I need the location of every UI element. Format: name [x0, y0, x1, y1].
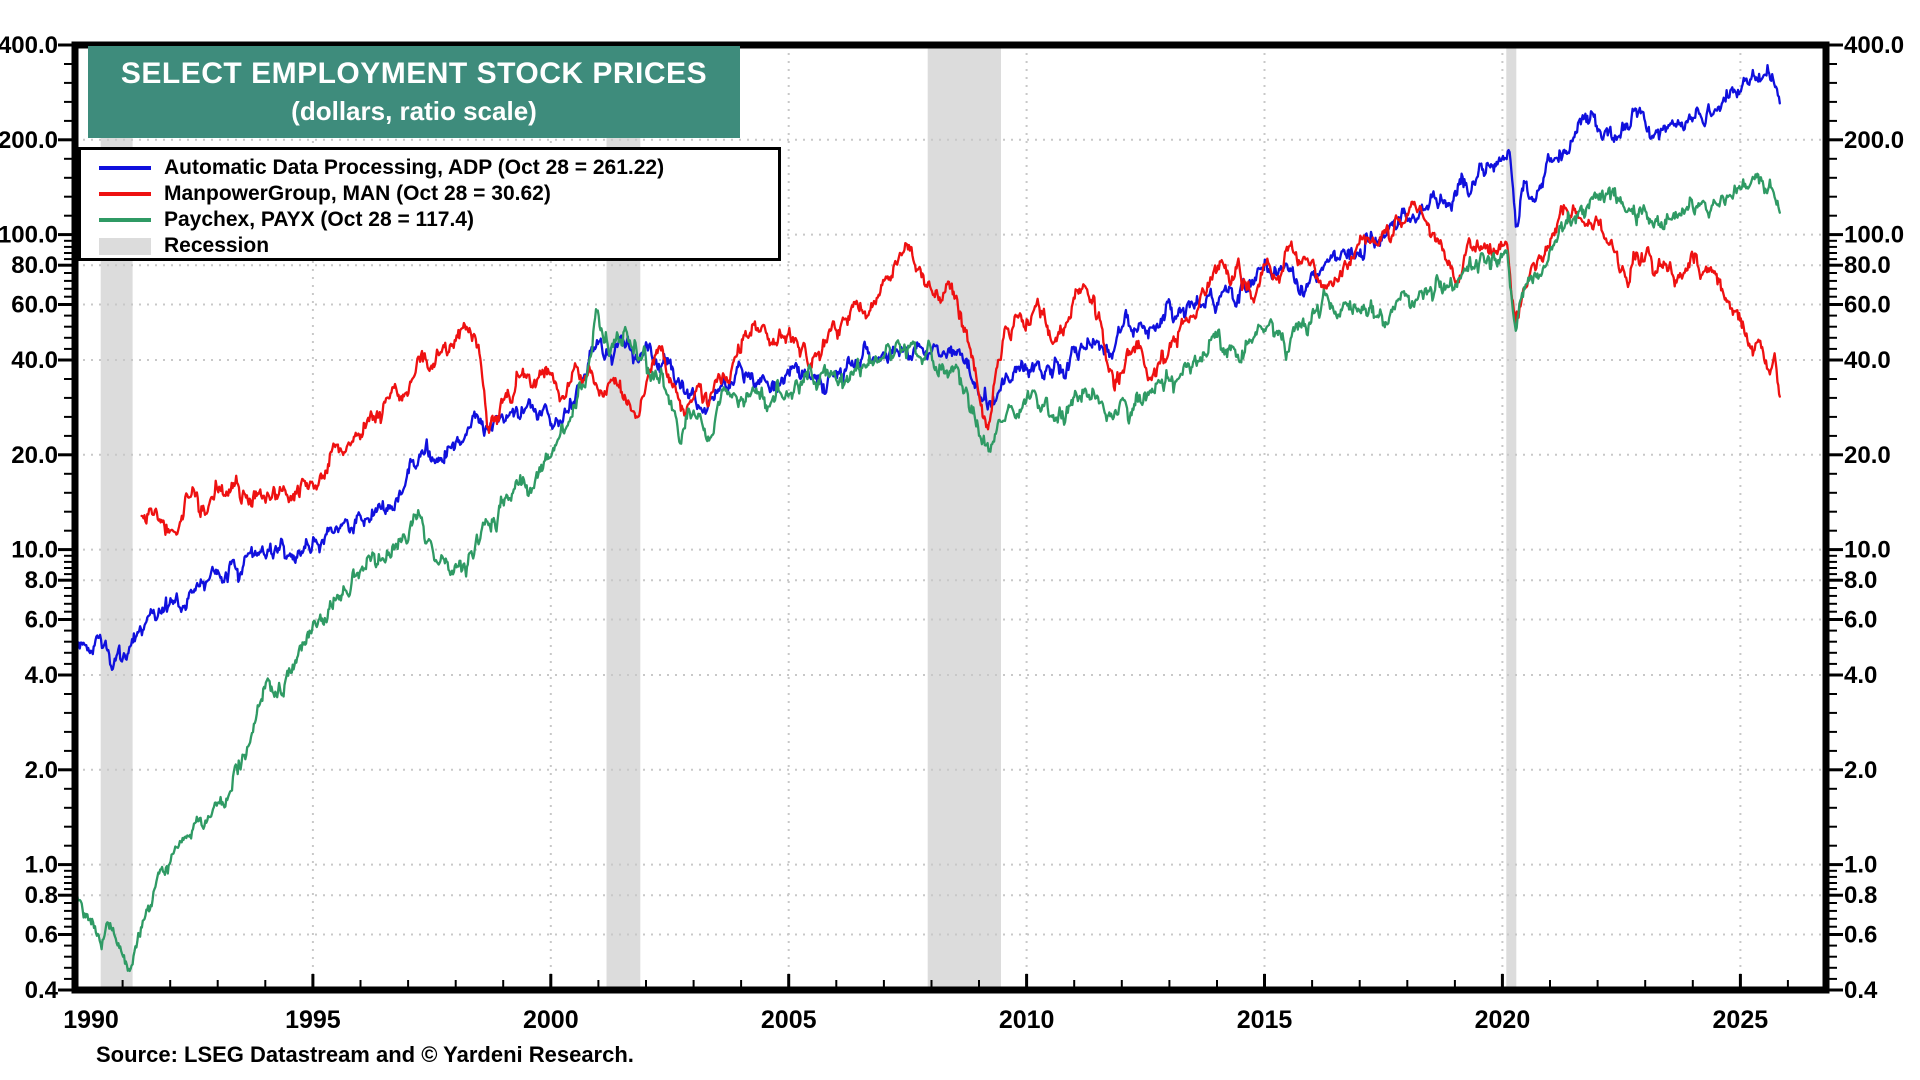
legend-line-swatch: [99, 218, 151, 222]
legend-item-label: ManpowerGroup, MAN (Oct 28 = 30.62): [164, 182, 551, 205]
y-axis-label-right: 80.0: [1844, 252, 1891, 279]
series-line-man: [140, 200, 1781, 536]
legend: Automatic Data Processing, ADP (Oct 28 =…: [78, 147, 781, 261]
y-axis-label-right: 0.8: [1844, 882, 1877, 909]
y-axis-label-left: 10.0: [11, 537, 58, 564]
x-axis-label: 2020: [1475, 1006, 1531, 1034]
y-axis-label-right: 400.0: [1844, 32, 1904, 59]
y-axis-label-left: 0.6: [25, 922, 58, 949]
plot-frame: [71, 41, 1830, 994]
y-axis-label-left: 0.8: [25, 882, 58, 909]
chart-title-box: SELECT EMPLOYMENT STOCK PRICES (dollars,…: [88, 46, 740, 138]
legend-item-label: Recession: [164, 234, 270, 257]
legend-item: Automatic Data Processing, ADP (Oct 28 =…: [99, 155, 778, 181]
y-axis-label-left: 20.0: [11, 442, 58, 469]
y-axis-label-left: 4.0: [25, 662, 58, 689]
y-axis-label-left: 200.0: [0, 127, 58, 154]
y-axis-label-left: 0.4: [25, 977, 59, 1004]
y-axis-label-left: 2.0: [25, 757, 58, 784]
x-axis-label: 2010: [999, 1006, 1055, 1034]
recession-band: [1506, 45, 1517, 990]
y-axis-label-right: 100.0: [1844, 222, 1904, 249]
legend-line-swatch: [99, 166, 151, 170]
y-axis-label-right: 2.0: [1844, 757, 1877, 784]
y-axis-label-left: 60.0: [11, 292, 58, 319]
y-axis-label-left: 80.0: [11, 252, 58, 279]
legend-item: Recession: [99, 233, 778, 259]
y-axis-label-right: 40.0: [1844, 347, 1891, 374]
y-axis-label-left: 6.0: [25, 607, 58, 634]
y-axis-label-left: 1.0: [25, 852, 58, 879]
y-axis-label-left: 100.0: [0, 222, 58, 249]
source-note: Source: LSEG Datastream and © Yardeni Re…: [96, 1042, 634, 1067]
y-axis-label-right: 4.0: [1844, 662, 1877, 689]
x-axis-label: 2025: [1713, 1006, 1769, 1034]
legend-item: Paychex, PAYX (Oct 28 = 117.4): [99, 207, 778, 233]
y-axis-label-right: 200.0: [1844, 127, 1904, 154]
series-line-adp: [75, 63, 1781, 671]
recession-band: [927, 45, 1001, 990]
x-axis-label: 2015: [1237, 1006, 1293, 1034]
y-axis-label-left: 400.0: [0, 32, 58, 59]
y-axis-label-left: 40.0: [11, 347, 58, 374]
y-axis-label-right: 0.6: [1844, 922, 1877, 949]
y-axis-label-left: 8.0: [25, 567, 58, 594]
y-axis-label-right: 60.0: [1844, 292, 1891, 319]
y-axis-label-right: 8.0: [1844, 567, 1877, 594]
y-axis-label-right: 20.0: [1844, 442, 1891, 469]
chart-subtitle: (dollars, ratio scale): [291, 96, 537, 126]
x-axis-label: 2000: [523, 1006, 579, 1034]
series-line-payx: [75, 172, 1781, 973]
y-axis-label-right: 6.0: [1844, 607, 1877, 634]
legend-item-label: Automatic Data Processing, ADP (Oct 28 =…: [164, 156, 665, 179]
y-axis-label-right: 1.0: [1844, 852, 1877, 879]
legend-line-swatch: [99, 192, 151, 196]
legend-item-label: Paychex, PAYX (Oct 28 = 117.4): [164, 208, 474, 231]
x-axis-label: 1995: [285, 1006, 341, 1034]
y-axis-label-right: 10.0: [1844, 537, 1891, 564]
x-axis-label: 1990: [63, 1006, 119, 1034]
legend-recession-swatch: [99, 237, 151, 255]
y-axis-label-right: 0.4: [1844, 977, 1878, 1004]
legend-item: ManpowerGroup, MAN (Oct 28 = 30.62): [99, 181, 778, 207]
chart-title: SELECT EMPLOYMENT STOCK PRICES: [120, 57, 708, 90]
x-axis-label: 2005: [761, 1006, 817, 1034]
